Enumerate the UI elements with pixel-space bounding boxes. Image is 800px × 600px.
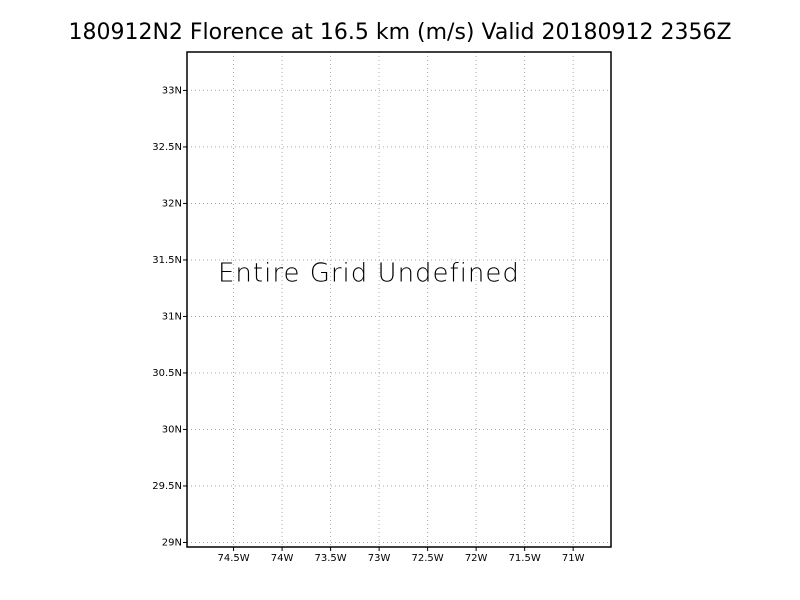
plot-frame [186,51,612,548]
x-tick-label: 71W [562,553,585,564]
chart-title: 180912N2 Florence at 16.5 km (m/s) Valid… [68,20,731,45]
y-tick-label: 29.5N [152,481,182,492]
y-tick-label: 32N [162,198,182,209]
annotation: Entire Grid Undefined [218,259,520,289]
y-tick-label: 32.5N [152,142,182,153]
x-tick-label: 74W [271,553,294,564]
y-tick-label: 30.5N [152,368,182,379]
x-tick-label: 71.5W [509,553,541,564]
y-tick-label: 31N [162,311,182,322]
x-tick-label: 73W [368,553,391,564]
y-tick-label: 31.5N [152,255,182,266]
x-tick-label: 72W [465,553,488,564]
x-tick-label: 73.5W [315,553,347,564]
y-tick-label: 30N [162,424,182,435]
y-tick-label: 29N [162,537,182,548]
x-tick-label: 74.5W [217,553,249,564]
y-tick-label: 33N [162,85,182,96]
x-tick-label: 72.5W [412,553,444,564]
